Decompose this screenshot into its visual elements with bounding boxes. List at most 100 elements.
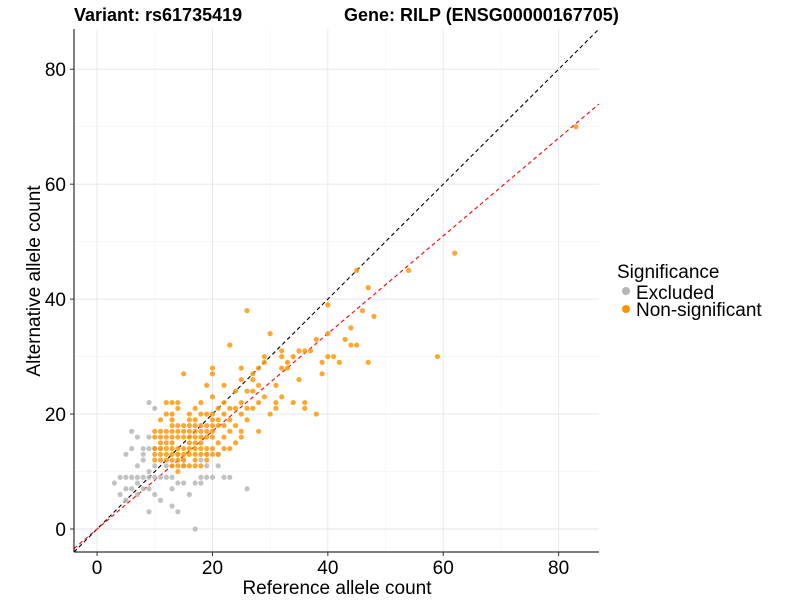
data-point-non-significant (186, 411, 192, 417)
data-point-non-significant (215, 417, 221, 423)
data-point-non-significant (198, 445, 204, 452)
data-point-excluded (198, 474, 204, 480)
data-point-non-significant (221, 422, 227, 429)
data-point-non-significant (296, 348, 302, 354)
data-point-non-significant (221, 382, 227, 388)
data-point-non-significant (307, 348, 314, 354)
data-point-non-significant (273, 405, 279, 411)
data-point-non-significant (279, 353, 285, 360)
data-point-non-significant (157, 451, 164, 457)
data-point-non-significant (181, 457, 187, 463)
data-point-excluded (146, 509, 152, 515)
data-point-non-significant (192, 422, 198, 429)
data-point-non-significant (204, 434, 210, 440)
data-point-non-significant (215, 440, 221, 446)
x-tick-label: 60 (433, 558, 454, 579)
data-point-excluded (146, 445, 152, 452)
axis-ticks: 0 20 40 60 80 0 20 40 60 80 (45, 60, 569, 579)
data-point-excluded (134, 491, 141, 498)
data-point-non-significant (227, 405, 233, 411)
data-point-non-significant (209, 422, 216, 429)
data-point-excluded (175, 480, 181, 486)
data-point-non-significant (227, 342, 233, 348)
data-point-non-significant (181, 451, 187, 457)
legend-label-non-significant: Non-significant (636, 300, 762, 321)
data-point-non-significant (342, 336, 348, 342)
data-point-excluded (140, 486, 146, 492)
data-point-excluded (157, 497, 164, 503)
data-point-non-significant (175, 399, 181, 406)
data-point-non-significant (175, 445, 181, 452)
data-point-non-significant (198, 411, 204, 417)
data-point-non-significant (175, 457, 181, 463)
y-tick-label: 60 (45, 175, 66, 196)
data-point-non-significant (163, 399, 169, 406)
data-point-non-significant (261, 394, 267, 400)
data-point-non-significant (250, 371, 256, 377)
data-point-non-significant (365, 359, 371, 365)
data-point-excluded (123, 451, 129, 457)
x-tick-label: 0 (92, 558, 103, 579)
data-point-non-significant (244, 417, 250, 423)
data-point-non-significant (186, 451, 192, 457)
data-point-non-significant (313, 336, 319, 342)
chart-title-gene: Gene: RILP (ENSG00000167705) (344, 5, 619, 25)
data-point-non-significant (204, 428, 210, 434)
data-point-non-significant (209, 445, 216, 452)
data-point-non-significant (267, 331, 273, 337)
data-point-non-significant (302, 348, 308, 354)
data-point-excluded (129, 486, 135, 492)
reference-lines (73, 28, 600, 553)
data-point-excluded (123, 497, 129, 503)
data-point-excluded (123, 474, 129, 480)
data-point-excluded (198, 480, 204, 486)
data-point-non-significant (256, 382, 262, 388)
data-point-excluded (117, 474, 123, 480)
data-point-non-significant (215, 422, 221, 429)
data-point-non-significant (290, 353, 296, 360)
data-point-non-significant (169, 411, 175, 417)
data-point-non-significant (371, 313, 377, 319)
data-point-excluded (221, 474, 227, 480)
data-point-excluded (140, 445, 146, 452)
data-point-non-significant (209, 411, 216, 417)
data-point-excluded (129, 474, 135, 480)
data-point-excluded (204, 474, 210, 480)
data-point-non-significant (204, 422, 210, 429)
data-points (111, 124, 579, 532)
data-point-excluded (169, 474, 175, 480)
data-point-non-significant (163, 457, 169, 463)
data-point-non-significant (250, 388, 256, 394)
data-point-non-significant (244, 405, 250, 411)
data-point-excluded (163, 463, 169, 469)
data-point-non-significant (169, 451, 175, 457)
data-point-non-significant (238, 434, 244, 440)
data-point-excluded (111, 480, 117, 486)
data-point-non-significant (157, 457, 164, 463)
data-point-non-significant (250, 405, 256, 411)
data-point-non-significant (169, 399, 175, 406)
data-point-non-significant (221, 411, 227, 417)
data-point-excluded (186, 491, 192, 498)
data-point-non-significant (256, 365, 262, 371)
data-point-excluded (146, 434, 152, 440)
data-point-non-significant (163, 411, 169, 417)
data-point-excluded (209, 474, 216, 480)
data-point-non-significant (238, 365, 244, 371)
data-point-non-significant (192, 445, 198, 452)
data-point-non-significant (227, 417, 233, 423)
data-point-non-significant (181, 463, 187, 469)
data-point-non-significant (152, 434, 158, 440)
data-point-non-significant (250, 376, 256, 383)
data-point-non-significant (232, 440, 239, 446)
data-point-non-significant (181, 445, 187, 452)
data-point-non-significant (227, 428, 233, 434)
data-point-non-significant (198, 428, 204, 434)
data-point-non-significant (157, 440, 164, 446)
data-point-excluded (204, 463, 210, 469)
data-point-non-significant (354, 342, 360, 348)
data-point-excluded (152, 474, 158, 480)
data-point-non-significant (152, 457, 158, 463)
y-tick-label: 0 (55, 520, 66, 541)
